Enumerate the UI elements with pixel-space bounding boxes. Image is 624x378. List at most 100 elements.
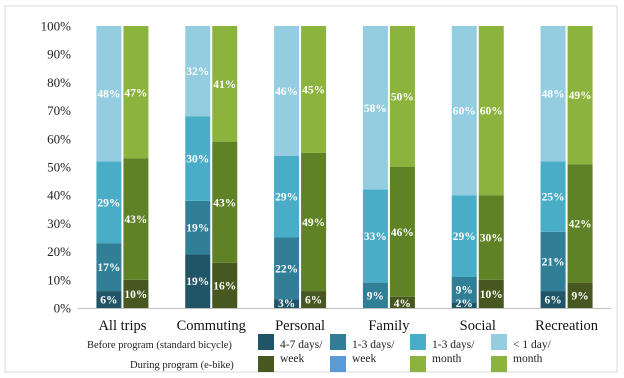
data-label: 2% <box>456 298 473 310</box>
y-tick-label: 10% <box>47 272 71 287</box>
data-label: 42% <box>569 218 592 230</box>
bar-segment <box>478 195 504 280</box>
bar-segment <box>451 195 477 277</box>
bar-segment <box>274 237 300 300</box>
data-label: 43% <box>213 197 236 209</box>
bar-segment <box>185 116 211 201</box>
bar-segment <box>301 291 327 308</box>
bar-segment <box>301 26 327 153</box>
data-label: 9% <box>367 290 384 302</box>
bar-segment <box>123 158 149 280</box>
bar-segment <box>567 164 593 283</box>
x-axis: All trips Commuting Personal Family Social Re… <box>78 308 611 334</box>
bar-segment <box>362 26 388 190</box>
bar-segment <box>478 279 504 308</box>
legend-entry-label: 4-7 days/week <box>280 339 323 365</box>
data-label: 32% <box>186 66 209 78</box>
bar-segment <box>96 161 122 244</box>
y-tick-label: 60% <box>47 131 71 146</box>
data-label: 29% <box>453 231 476 243</box>
data-label: 49% <box>302 217 325 229</box>
legend-swatch-during <box>258 356 274 372</box>
data-label: 50% <box>391 92 414 104</box>
data-label: 17% <box>97 262 120 274</box>
data-label: 6% <box>100 295 117 307</box>
x-category-label: Family <box>368 318 410 334</box>
data-label: 25% <box>542 192 565 204</box>
data-label: 19% <box>186 223 209 235</box>
data-label: 30% <box>186 154 209 166</box>
data-label: 16% <box>213 280 236 292</box>
legend-swatch-before <box>258 334 274 350</box>
data-label: 47% <box>124 87 147 99</box>
data-label: 29% <box>275 192 298 204</box>
data-label: 46% <box>391 227 414 239</box>
data-label: 49% <box>569 90 592 102</box>
legend-swatch-before <box>410 334 426 350</box>
data-label: 19% <box>186 276 209 288</box>
y-tick-label: 100% <box>41 19 72 34</box>
data-label: 6% <box>544 295 561 307</box>
data-label: 3% <box>278 298 295 310</box>
bar-segment <box>123 26 149 159</box>
bar-segment <box>540 161 566 232</box>
bar-segment <box>185 26 211 117</box>
bar-segment <box>389 296 415 308</box>
bar-segment <box>123 279 149 308</box>
legend: Before program (standard bicycle) During … <box>87 334 552 372</box>
data-label: 30% <box>480 233 503 245</box>
data-label: 10% <box>480 289 503 301</box>
x-category-label: Social <box>460 318 496 334</box>
data-labels-group: 6% 17% 29% 48% 10% 43% 47% 19% 19% 30% 32% 16% 43% 41… <box>97 66 591 310</box>
data-label: 10% <box>124 289 147 301</box>
x-category-label: All trips <box>98 318 146 334</box>
data-label: 48% <box>97 89 120 101</box>
bar-segment <box>451 26 477 196</box>
y-tick-label: 20% <box>47 244 71 259</box>
bar-segment <box>212 141 238 263</box>
data-label: 58% <box>364 103 387 115</box>
bar-segment <box>567 282 593 308</box>
bar-segment <box>362 282 388 308</box>
bar-segment <box>540 26 566 162</box>
data-label: 41% <box>213 79 236 91</box>
legend-row-label-before: Before program (standard bicycle) <box>87 340 232 351</box>
legend-swatch-during <box>491 356 507 372</box>
bar-segment <box>212 262 238 308</box>
y-axis: 0% 10% 20% 30% 40% 50% 60% 70% 80% 90% 100% <box>41 19 72 316</box>
bar-segment <box>389 26 415 167</box>
legend-swatch-before <box>330 334 346 350</box>
bars-group <box>96 26 593 308</box>
y-tick-label: 80% <box>47 75 71 90</box>
data-label: 9% <box>456 285 473 297</box>
bar-segment <box>362 189 388 283</box>
bar-segment <box>274 26 300 156</box>
data-label: 60% <box>453 106 476 118</box>
bar-segment <box>185 254 211 308</box>
legend-row-label-during: During program (e-bike) <box>130 360 234 371</box>
bar-segment <box>540 291 566 308</box>
bar-segment <box>567 26 593 165</box>
data-label: 46% <box>275 86 298 98</box>
data-label: 29% <box>97 197 120 209</box>
legend-entry-label: 1-3 days/week <box>352 339 395 365</box>
bar-segment <box>451 276 477 303</box>
bar-segment <box>96 26 122 162</box>
y-tick-label: 70% <box>47 103 71 118</box>
bar-segment <box>451 302 477 308</box>
bar-segment <box>96 243 122 292</box>
legend-swatch-during <box>410 356 426 372</box>
bar-segment <box>96 291 122 308</box>
x-category-label: Commuting <box>177 318 246 334</box>
y-tick-label: 0% <box>54 301 72 316</box>
x-category-label: Personal <box>275 318 325 334</box>
y-tick-label: 90% <box>47 47 71 62</box>
legend-swatch-during <box>330 356 346 372</box>
y-tick-label: 40% <box>47 188 71 203</box>
bar-segment <box>185 200 211 255</box>
data-label: 43% <box>124 214 147 226</box>
legend-swatch-before <box>491 334 507 350</box>
legend-entry-label: < 1 day/month <box>513 339 552 365</box>
data-label: 6% <box>305 295 322 307</box>
